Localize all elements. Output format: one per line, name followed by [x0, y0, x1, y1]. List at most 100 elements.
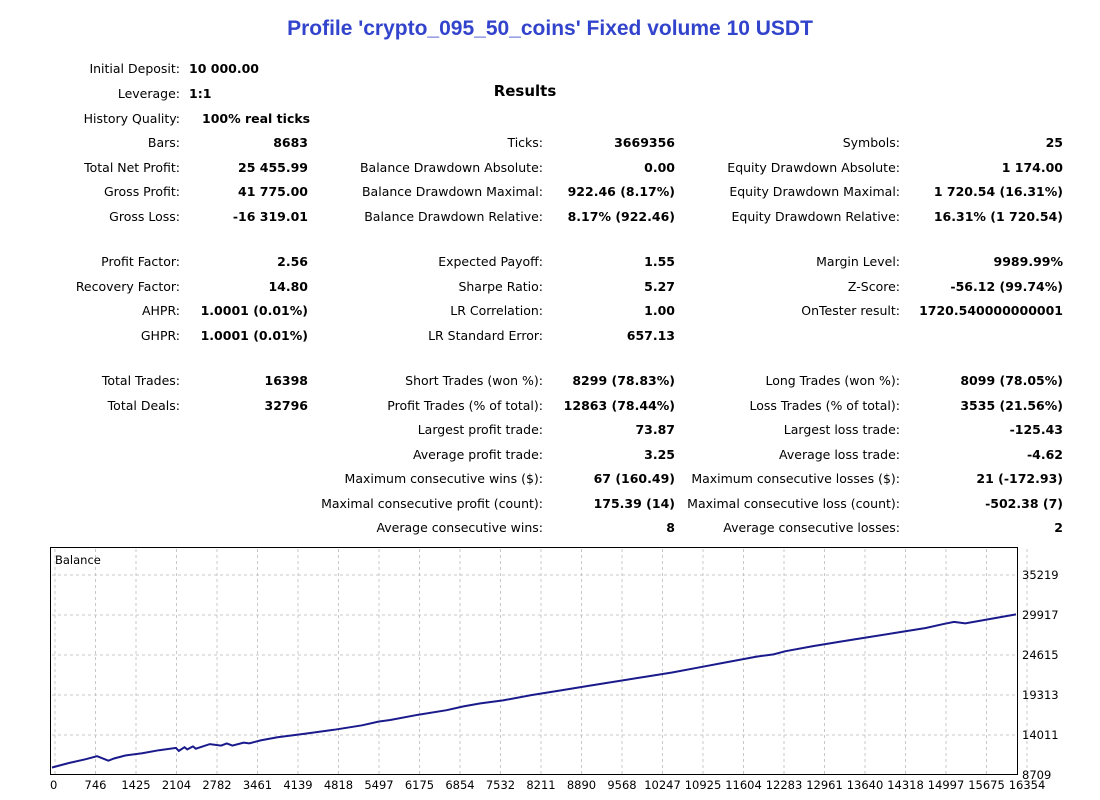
y-tick-label: 35219 — [1022, 568, 1059, 582]
results-heading: Results — [493, 82, 557, 100]
x-tick-label: 2104 — [162, 778, 191, 792]
leverage-label: Leverage: — [117, 86, 180, 101]
total-deals-value: 32796 — [264, 398, 309, 413]
x-tick-label: 0 — [50, 778, 57, 792]
lr-correlation-label: LR Correlation: — [450, 303, 543, 318]
loss-trades-label: Loss Trades (% of total): — [749, 398, 900, 413]
lr-correlation-value: 1.00 — [644, 303, 675, 318]
equity-drawdown-maximal-label: Equity Drawdown Maximal: — [729, 184, 900, 199]
x-tick-label: 1425 — [121, 778, 150, 792]
bars-value: 8683 — [273, 135, 308, 150]
margin-level-label: Margin Level: — [816, 254, 900, 269]
balance-drawdown-maximal-value: 922.46 (8.17%) — [567, 184, 675, 199]
x-tick-label: 10247 — [644, 778, 681, 792]
largest-loss-trade-label: Largest loss trade: — [783, 422, 900, 437]
average-consecutive-wins-label: Average consecutive wins: — [376, 520, 543, 535]
x-tick-label: 16354 — [1009, 778, 1046, 792]
gross-profit-value: 41 775.00 — [238, 184, 308, 199]
margin-level-value: 9989.99% — [993, 254, 1063, 269]
x-tick-label: 11604 — [725, 778, 762, 792]
symbols-value: 25 — [1045, 135, 1063, 150]
z-score-value: -56.12 (99.74%) — [950, 279, 1063, 294]
x-tick-label: 8211 — [526, 778, 555, 792]
z-score-label: Z-Score: — [847, 279, 900, 294]
x-tick-label: 6175 — [405, 778, 434, 792]
average-consecutive-losses-label: Average consecutive losses: — [723, 520, 900, 535]
x-tick-label: 9568 — [607, 778, 636, 792]
largest-profit-trade-value: 73.87 — [635, 422, 675, 437]
initial-deposit-label: Initial Deposit: — [89, 61, 180, 76]
long-trades-label: Long Trades (won %): — [765, 373, 900, 388]
ahpr-label: AHPR: — [141, 303, 180, 318]
equity-drawdown-relative-value: 16.31% (1 720.54) — [933, 209, 1063, 224]
max-consecutive-wins-label: Maximum consecutive wins ($): — [344, 471, 543, 486]
initial-deposit-value: 10 000.00 — [189, 61, 259, 76]
gross-loss-label: Gross Loss: — [109, 209, 180, 224]
x-tick-label: 10925 — [685, 778, 722, 792]
short-trades-value: 8299 (78.83%) — [572, 373, 675, 388]
y-tick-label: 14011 — [1022, 728, 1059, 742]
balance-drawdown-absolute-label: Balance Drawdown Absolute: — [359, 160, 543, 175]
x-tick-label: 5497 — [364, 778, 393, 792]
x-tick-label: 12283 — [766, 778, 803, 792]
expected-payoff-value: 1.55 — [644, 254, 675, 269]
total-trades-label: Total Trades: — [101, 373, 180, 388]
lr-standard-error-value: 657.13 — [626, 328, 675, 343]
maximal-consecutive-profit-label: Maximal consecutive profit (count): — [321, 496, 543, 511]
largest-loss-trade-value: -125.43 — [1009, 422, 1063, 437]
x-tick-label: 12961 — [806, 778, 843, 792]
equity-drawdown-relative-label: Equity Drawdown Relative: — [731, 209, 900, 224]
x-tick-label: 13640 — [847, 778, 884, 792]
short-trades-label: Short Trades (won %): — [405, 373, 543, 388]
ghpr-label: GHPR: — [140, 328, 180, 343]
total-net-profit-label: Total Net Profit: — [84, 160, 180, 175]
gross-loss-value: -16 319.01 — [232, 209, 308, 224]
recovery-factor-label: Recovery Factor: — [75, 279, 180, 294]
x-tick-label: 4818 — [324, 778, 353, 792]
profit-factor-value: 2.56 — [277, 254, 308, 269]
report-title: Profile 'crypto_095_50_coins' Fixed volu… — [287, 17, 813, 40]
average-profit-trade-label: Average profit trade: — [412, 447, 543, 462]
lr-standard-error-label: LR Standard Error: — [428, 328, 543, 343]
ticks-label: Ticks: — [507, 135, 543, 150]
equity-drawdown-maximal-value: 1 720.54 (16.31%) — [933, 184, 1063, 199]
profit-trades-value: 12863 (78.44%) — [563, 398, 675, 413]
sharpe-ratio-label: Sharpe Ratio: — [458, 279, 543, 294]
ahpr-value: 1.0001 (0.01%) — [200, 303, 308, 318]
y-tick-label: 19313 — [1022, 688, 1059, 702]
long-trades-value: 8099 (78.05%) — [960, 373, 1063, 388]
average-consecutive-wins-value: 8 — [666, 520, 675, 535]
equity-drawdown-absolute-value: 1 174.00 — [1001, 160, 1063, 175]
expected-payoff-label: Expected Payoff: — [438, 254, 543, 269]
symbols-label: Symbols: — [842, 135, 900, 150]
total-trades-value: 16398 — [264, 373, 309, 388]
sharpe-ratio-value: 5.27 — [644, 279, 675, 294]
largest-profit-trade-label: Largest profit trade: — [417, 422, 543, 437]
x-tick-label: 14318 — [887, 778, 924, 792]
y-tick-label: 24615 — [1022, 648, 1059, 662]
x-tick-label: 15675 — [968, 778, 1005, 792]
ontester-result-label: OnTester result: — [801, 303, 900, 318]
x-axis-ticks: 0 746 1425 2104 2782 3461 4139 4818 5497 6175 6854… — [50, 778, 1045, 792]
maximal-consecutive-loss-value: -502.38 (7) — [985, 496, 1063, 511]
y-tick-label: 29917 — [1022, 608, 1059, 622]
max-consecutive-losses-label: Maximum consecutive losses ($): — [691, 471, 900, 486]
balance-drawdown-absolute-value: 0.00 — [644, 160, 675, 175]
balance-drawdown-maximal-label: Balance Drawdown Maximal: — [361, 184, 543, 199]
x-tick-label: 14997 — [928, 778, 965, 792]
y-axis-ticks: 35219 29917 24615 19313 14011 8709 — [1022, 568, 1059, 782]
average-loss-trade-value: -4.62 — [1026, 447, 1063, 462]
leverage-value: 1:1 — [189, 86, 212, 101]
x-tick-label: 746 — [85, 778, 107, 792]
equity-drawdown-absolute-label: Equity Drawdown Absolute: — [727, 160, 900, 175]
gross-profit-label: Gross Profit: — [103, 184, 180, 199]
average-profit-trade-value: 3.25 — [644, 447, 675, 462]
maximal-consecutive-loss-label: Maximal consecutive loss (count): — [687, 496, 900, 511]
y-tick-label: 8709 — [1022, 768, 1051, 782]
average-consecutive-losses-value: 2 — [1054, 520, 1063, 535]
balance-drawdown-relative-label: Balance Drawdown Relative: — [364, 209, 543, 224]
x-tick-label: 8890 — [567, 778, 596, 792]
bars-label: Bars: — [147, 135, 180, 150]
ghpr-value: 1.0001 (0.01%) — [200, 328, 308, 343]
balance-chart-frame — [50, 547, 1018, 775]
